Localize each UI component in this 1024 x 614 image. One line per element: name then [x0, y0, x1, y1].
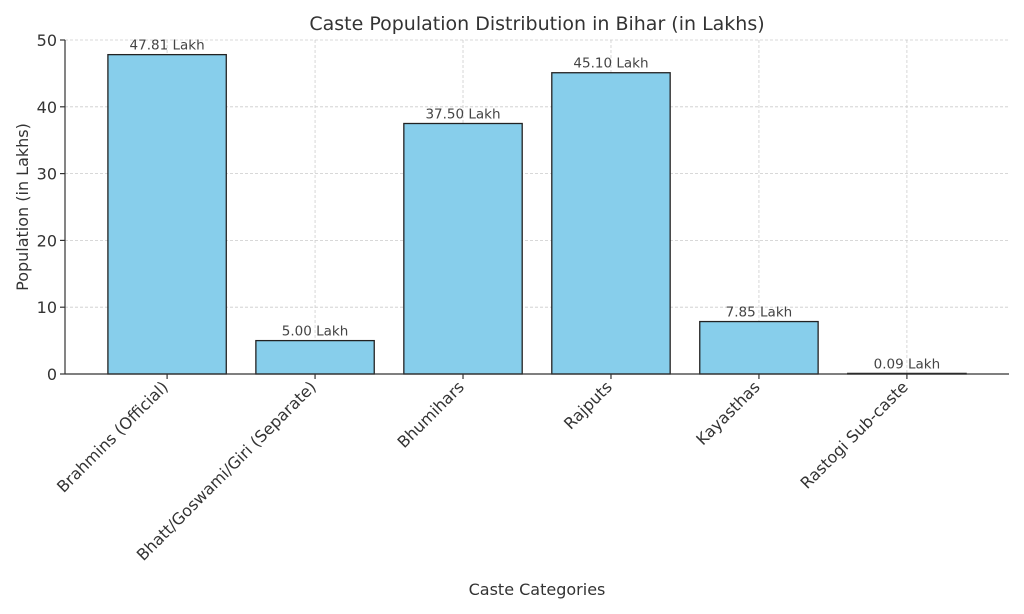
bar — [403, 122, 523, 375]
x-tick-label: Rajputs — [560, 377, 616, 433]
x-tick-label: Brahmins (Official) — [53, 377, 172, 496]
data-labels: 47.81 Lakh 5.00 Lakh 37.50 Lakh 45.10 Lakh 7… — [130, 38, 941, 373]
bar-value-label: 37.50 Lakh — [425, 107, 500, 123]
x-ticks: Brahmins (Official)Bhatt/Goswami/Giri (S… — [53, 374, 912, 564]
y-ticks: 0 10 20 30 40 50 — [37, 31, 65, 384]
bars-layer — [107, 53, 967, 375]
bar — [551, 72, 671, 375]
y-tick-label: 10 — [37, 298, 57, 317]
y-axis-label: Population (in Lakhs) — [13, 123, 32, 291]
x-tick-label: Kayasthas — [692, 377, 764, 449]
y-tick-label: 20 — [37, 231, 57, 250]
bar-value-label: 5.00 Lakh — [282, 324, 349, 340]
y-tick-label: 0 — [47, 365, 57, 384]
x-tick-label: Bhatt/Goswami/Giri (Separate) — [133, 377, 320, 564]
bar-value-label: 47.81 Lakh — [130, 38, 205, 54]
bar — [107, 53, 227, 375]
y-tick-label: 50 — [37, 31, 57, 50]
y-tick-label: 30 — [37, 165, 57, 184]
axes-layer — [64, 40, 1009, 375]
y-tick-label: 40 — [37, 98, 57, 117]
bar-value-label: 0.09 Lakh — [874, 356, 941, 372]
x-axis-label: Caste Categories — [469, 580, 606, 599]
bar-value-label: 7.85 Lakh — [726, 305, 793, 321]
bar — [255, 339, 375, 375]
bar — [699, 320, 819, 375]
bar-value-label: 45.10 Lakh — [573, 56, 648, 72]
x-tick-label: Rastogi Sub-caste — [797, 377, 912, 492]
x-tick-label: Bhumihars — [393, 377, 467, 451]
chart-title: Caste Population Distribution in Bihar (… — [309, 13, 764, 35]
